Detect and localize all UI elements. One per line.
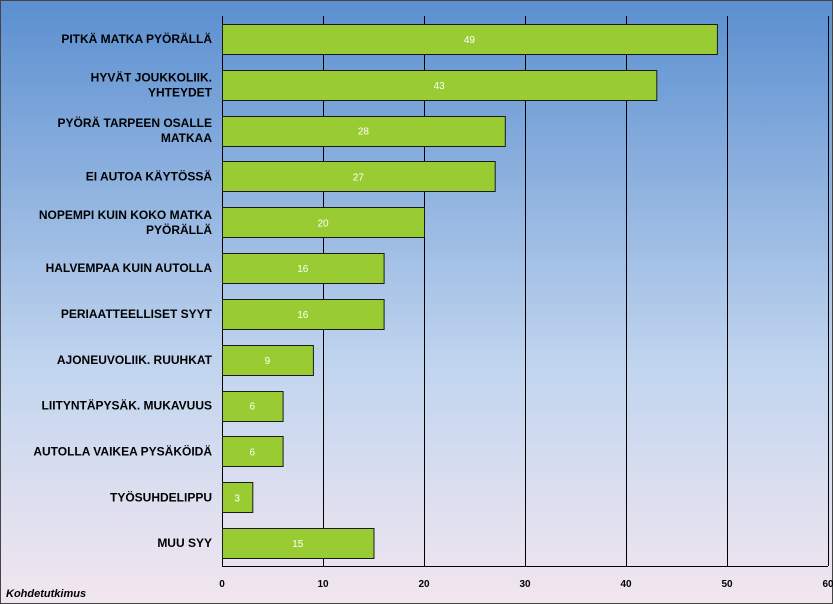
bar: [222, 299, 385, 330]
x-tick-label: 40: [620, 579, 632, 590]
bar: [222, 207, 425, 238]
category-label-line: AUTOLLA VAIKEA PYSÄKÖIDÄ: [33, 443, 212, 458]
category-label-line: TYÖSUHDELIPPU: [110, 489, 212, 504]
category-label: AUTOLLA VAIKEA PYSÄKÖIDÄ: [33, 443, 212, 458]
data-label: 3: [234, 493, 240, 504]
category-label: MUU SYY: [157, 536, 212, 550]
category-label-line: YHTEYDET: [148, 85, 213, 99]
category-label-line: PERIAATTEELLISET SYYT: [61, 307, 213, 321]
x-tick-labels: 0 10 20 30 40 50 60: [219, 579, 833, 590]
data-label: 16: [297, 264, 309, 275]
x-tick-label: 30: [519, 579, 531, 590]
category-label: EI AUTOA KÄYTÖSSÄ: [86, 168, 213, 183]
x-tick-label: 20: [418, 579, 430, 590]
category-label: NOPEMPI KUIN KOKO MATKA PYÖRÄLLÄ: [39, 208, 212, 237]
source-note: Kohdetutkimus: [6, 588, 86, 600]
category-label-line: PITKÄ MATKA PYÖRÄLLÄ: [61, 31, 212, 46]
category-label-line: EI AUTOA KÄYTÖSSÄ: [86, 168, 213, 183]
bars: 49 43 28 27 20 16 16 9 6 6 3 15: [222, 24, 718, 559]
category-label: LIITYNTÄPYSÄK. MUKAVUUS: [42, 398, 212, 413]
data-label: 20: [317, 218, 329, 229]
x-tick-label: 10: [317, 579, 329, 590]
category-label-line: PYÖRÄLLÄ: [146, 222, 212, 237]
data-label: 49: [464, 35, 476, 46]
bar: [222, 528, 375, 559]
bar: [222, 24, 718, 55]
category-label: PITKÄ MATKA PYÖRÄLLÄ: [61, 31, 212, 46]
data-label: 9: [265, 356, 271, 367]
x-tick-label: 0: [219, 579, 225, 590]
category-label-line: HYVÄT JOUKKOLIIK.: [91, 69, 212, 84]
category-label-line: MUU SYY: [157, 536, 212, 550]
data-label: 16: [297, 310, 309, 321]
bar: [222, 345, 314, 376]
category-label-line: NOPEMPI KUIN KOKO MATKA: [39, 208, 212, 222]
category-label-line: HALVEMPAA KUIN AUTOLLA: [46, 261, 213, 275]
bar: [222, 116, 506, 147]
bar: [222, 70, 658, 101]
x-tick-label: 50: [721, 579, 733, 590]
data-label: 15: [292, 539, 304, 550]
data-label: 43: [434, 81, 446, 92]
bar: [222, 391, 284, 422]
category-label-line: AJONEUVOLIIK. RUUHKAT: [57, 353, 213, 367]
category-label-line: LIITYNTÄPYSÄK. MUKAVUUS: [42, 398, 212, 413]
data-label: 6: [250, 402, 256, 413]
category-label: TYÖSUHDELIPPU: [110, 489, 212, 504]
data-label: 27: [353, 172, 365, 183]
bar: [222, 436, 284, 467]
category-label: PYÖRÄ TARPEEN OSALLE MATKAA: [58, 115, 213, 145]
bar: [222, 161, 496, 192]
category-labels: PITKÄ MATKA PYÖRÄLLÄ HYVÄT JOUKKOLIIK. YHT…: [33, 31, 212, 550]
x-tick-label: 60: [822, 579, 833, 590]
bar: [222, 482, 254, 513]
bar: [222, 253, 385, 284]
category-label-line: MATKAA: [161, 131, 212, 145]
category-label-line: PYÖRÄ TARPEEN OSALLE: [58, 115, 212, 130]
data-label: 6: [250, 447, 256, 458]
category-label: AJONEUVOLIIK. RUUHKAT: [57, 353, 213, 367]
category-label: PERIAATTEELLISET SYYT: [61, 307, 213, 321]
category-label: HALVEMPAA KUIN AUTOLLA: [46, 261, 213, 275]
data-label: 28: [358, 127, 370, 138]
grid-lines: [222, 16, 829, 567]
category-label: HYVÄT JOUKKOLIIK. YHTEYDET: [91, 69, 213, 99]
